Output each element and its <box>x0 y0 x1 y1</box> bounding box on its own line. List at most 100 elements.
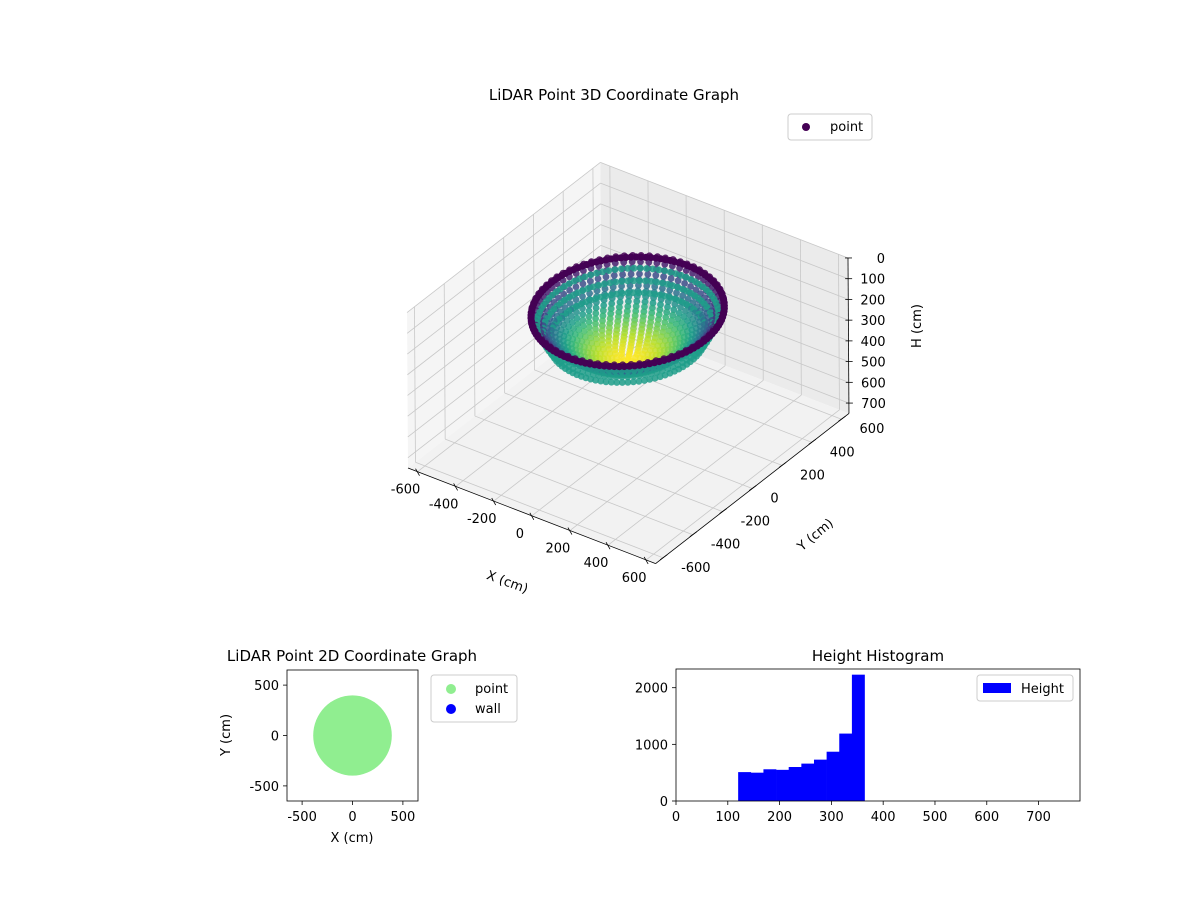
point-marker <box>624 373 632 381</box>
legend-marker-point <box>802 123 810 131</box>
point-marker <box>579 293 586 300</box>
axis-line <box>453 483 458 491</box>
plot-frame <box>675 668 1081 802</box>
point-marker <box>644 271 652 278</box>
x-tick-label: 0 <box>516 527 524 542</box>
grid-line <box>504 392 753 489</box>
point-marker <box>599 317 606 325</box>
grid-line <box>600 182 849 280</box>
y-tick-label: 200 <box>800 468 825 483</box>
point-marker <box>612 373 620 381</box>
z-tick-label: 0 <box>877 252 885 267</box>
point-marker <box>579 310 587 318</box>
grid-line <box>503 237 506 393</box>
point-marker <box>618 277 626 285</box>
axis-line <box>491 497 497 506</box>
grid-line <box>600 224 849 321</box>
histogram-bar <box>776 769 790 801</box>
x-tick-label: -400 <box>429 497 459 512</box>
point-marker <box>580 328 588 335</box>
chart-histogram-title: Height Histogram <box>812 647 944 665</box>
point-marker <box>684 295 692 303</box>
point-marker <box>584 370 592 377</box>
legend-label-height: Height <box>1021 682 1064 697</box>
point-marker <box>597 293 605 301</box>
legend-label-point: point <box>830 120 863 135</box>
point-marker <box>651 374 659 382</box>
point-marker <box>664 280 672 288</box>
grid-line <box>761 224 764 381</box>
x-tick-label: 600 <box>974 810 999 825</box>
axis-line <box>415 468 420 476</box>
axis-line <box>838 415 846 422</box>
axis-line <box>847 257 850 414</box>
legend-marker-wall <box>446 704 456 714</box>
legend-label-point: point <box>475 682 508 697</box>
point-marker <box>585 307 593 315</box>
point-marker <box>656 306 664 314</box>
point-marker <box>664 303 671 311</box>
point-marker <box>642 371 649 379</box>
point-marker <box>574 320 582 328</box>
z-tick-label: 600 <box>861 376 886 391</box>
chart-2d-ylabel: Y (cm) <box>219 714 234 757</box>
grid-line <box>799 239 802 396</box>
point-marker <box>635 377 643 385</box>
grid-line <box>445 438 693 536</box>
chart-3d-point-cloud <box>527 252 728 386</box>
rim-marker <box>615 363 623 371</box>
x-tick-label: -200 <box>467 512 497 527</box>
point-marker <box>576 275 583 283</box>
point-marker <box>672 270 680 277</box>
point-marker <box>600 302 608 309</box>
chart-3d: LiDAR Point 3D Coordinate Graph -600-400… <box>391 86 925 597</box>
x-tick-label: 300 <box>819 810 844 825</box>
point-marker <box>636 270 643 278</box>
point-marker <box>572 283 580 291</box>
point-marker <box>629 289 637 297</box>
point-marker <box>589 371 597 378</box>
point-marker <box>660 273 667 281</box>
point-marker <box>585 318 593 326</box>
x-tick-label: 500 <box>923 810 948 825</box>
point-marker <box>668 317 675 324</box>
axis-line <box>689 531 698 538</box>
point-marker <box>667 275 675 282</box>
y-tick-label: 0 <box>660 795 668 810</box>
point-marker <box>592 304 600 312</box>
point-marker <box>618 373 626 381</box>
point-marker <box>598 322 606 330</box>
axis-line <box>808 438 817 445</box>
point-marker <box>607 305 615 312</box>
y-tick-label: 400 <box>830 445 855 460</box>
y-tick-label: 0 <box>271 730 279 745</box>
histogram-bar <box>851 674 865 801</box>
x-tick-label: -500 <box>287 810 317 825</box>
rim-marker <box>627 253 635 261</box>
point-marker <box>692 286 700 294</box>
point-marker <box>636 372 644 380</box>
point-marker <box>646 376 654 383</box>
y-tick-label: -200 <box>741 515 771 530</box>
point-marker <box>677 304 684 311</box>
z-tick-label: 100 <box>860 273 885 288</box>
point-marker <box>579 316 587 324</box>
point-marker <box>627 270 635 278</box>
grid-line <box>474 415 723 512</box>
axis-line <box>605 542 611 550</box>
axis-line <box>749 485 757 491</box>
point-marker <box>663 308 671 316</box>
point-marker <box>647 370 655 378</box>
point-marker <box>630 378 637 386</box>
point-marker <box>624 289 632 297</box>
point-marker <box>607 310 615 317</box>
grid-line <box>407 224 601 376</box>
point-marker <box>653 278 661 286</box>
x-tick-label: 200 <box>546 542 571 557</box>
chart-histogram-legend: Height <box>976 674 1074 702</box>
point-marker <box>647 278 655 285</box>
point-marker <box>605 267 613 274</box>
point-marker <box>655 266 663 274</box>
axis-line <box>778 462 787 468</box>
